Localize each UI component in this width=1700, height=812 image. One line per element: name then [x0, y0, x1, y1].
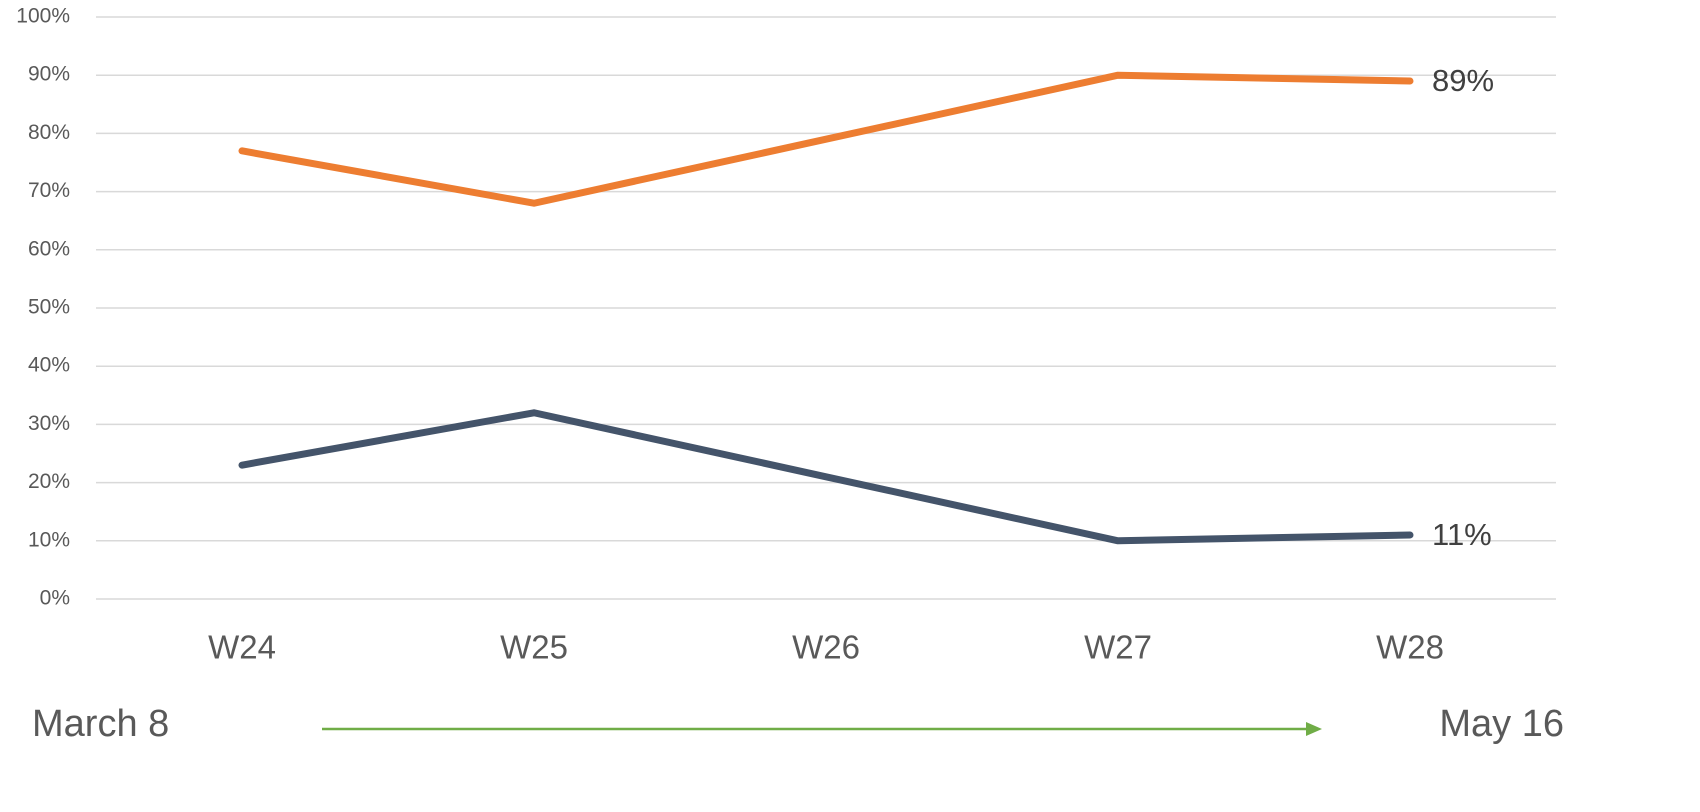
y-tick-label: 100%	[16, 5, 70, 28]
x-tick-label: W26	[792, 629, 860, 666]
x-tick-label: W28	[1376, 629, 1444, 666]
y-tick-label: 0%	[40, 587, 70, 610]
timeline-arrowhead	[1306, 722, 1322, 736]
data-label: 11%	[1432, 517, 1492, 552]
series-line	[238, 71, 1414, 207]
data-label: 89%	[1432, 63, 1494, 98]
y-tick-label: 50%	[28, 296, 70, 319]
y-tick-label: 20%	[28, 470, 70, 493]
series-line	[238, 409, 1414, 545]
x-tick-label: W24	[208, 629, 276, 666]
y-tick-label: 10%	[28, 528, 70, 551]
x-tick-label: W27	[1084, 629, 1152, 666]
x-tick-label: W25	[500, 629, 568, 666]
y-tick-label: 30%	[28, 412, 70, 435]
y-tick-label: 60%	[28, 237, 70, 260]
y-tick-label: 40%	[28, 354, 70, 377]
y-tick-label: 90%	[28, 63, 70, 86]
y-tick-label: 70%	[28, 179, 70, 202]
y-tick-label: 80%	[28, 121, 70, 144]
start-date-label: March 8	[32, 703, 169, 745]
end-date-label: May 16	[1439, 703, 1564, 745]
